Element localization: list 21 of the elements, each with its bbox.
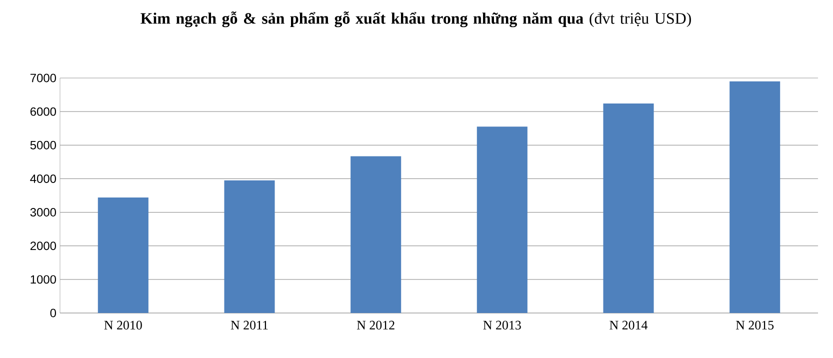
y-tick-label: 1000 [30,275,56,284]
y-tick-label: 5000 [30,140,56,150]
y-tick-label: 6000 [30,107,56,116]
y-tick-label: 2000 [30,242,56,250]
bar [730,81,780,313]
bar [476,126,528,313]
x-tick-label: N 2011 [230,320,268,330]
y-tick-label: 4000 [30,174,56,183]
x-tick-label: N 2013 [483,320,521,330]
x-tick-label: N 2010 [104,320,142,330]
x-tick-label: N 2012 [356,320,394,330]
x-tick-label: N 2015 [736,320,774,330]
x-tick-label: N 2014 [610,320,648,330]
y-tick-label: 7000 [30,74,56,82]
bar [603,104,654,313]
bar [98,198,148,313]
y-tick-label: 0 [50,308,56,318]
bar [224,180,275,313]
y-tick-label: 3000 [30,208,56,217]
bar [350,156,402,313]
chart-title: Kim ngạch gỗ & sản phẩm gỗ xuất khẩu trong những năm qua (đvt triệu USD) [140,12,691,28]
